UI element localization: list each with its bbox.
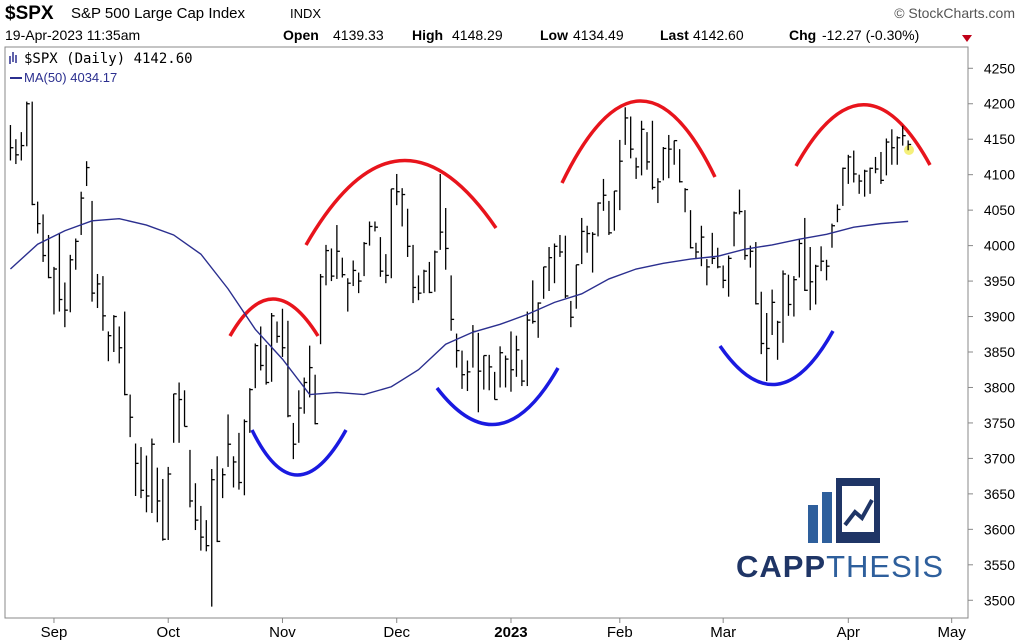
- logo-bold: CAPP: [736, 549, 826, 584]
- y-tick-label: 3950: [984, 273, 1015, 289]
- last-highlight: [904, 145, 914, 155]
- y-tick-label: 3850: [984, 344, 1015, 360]
- legend-ma: MA(50) 4034.17: [24, 70, 117, 85]
- y-tick-label: 4050: [984, 202, 1015, 218]
- x-tick-label: May: [938, 624, 967, 641]
- quote-value: 4139.33: [333, 27, 384, 43]
- quote-label: Chg: [789, 27, 816, 43]
- y-tick-label: 3800: [984, 379, 1015, 395]
- y-tick-label: 3600: [984, 521, 1015, 537]
- y-tick-label: 4200: [984, 96, 1015, 112]
- y-tick-label: 4000: [984, 238, 1015, 254]
- x-tick-label: 2023: [494, 624, 527, 641]
- legend-price: $SPX (Daily) 4142.60: [24, 51, 193, 67]
- quote-label: Low: [540, 27, 568, 43]
- down-arrow: [962, 35, 972, 42]
- source: © StockCharts.com: [894, 5, 1015, 21]
- legend: $SPX (Daily) 4142.60 MA(50) 4034.17: [9, 51, 193, 85]
- y-tick-label: 3550: [984, 557, 1015, 573]
- x-tick-label: Dec: [383, 624, 410, 641]
- symbol: $SPX: [5, 3, 54, 24]
- quote: Open 4139.33 High 4148.29 Low 4134.49 Last 4142…: [283, 27, 919, 43]
- logo-light: THESIS: [826, 549, 944, 584]
- index-name: S&P 500 Large Cap Index: [71, 5, 246, 22]
- x-tick-label: Feb: [607, 624, 633, 641]
- quote-label: High: [412, 27, 443, 43]
- ma-line: [9, 217, 909, 396]
- y-tick-label: 4150: [984, 131, 1015, 147]
- quote-value: -12.27 (-0.30%): [822, 27, 919, 43]
- quote-value: 4148.29: [452, 27, 503, 43]
- x-tick-label: Apr: [837, 624, 860, 641]
- y-tick-label: 3650: [984, 486, 1015, 502]
- y-tick-label: 3900: [984, 309, 1015, 325]
- timestamp: 19-Apr-2023 11:35am: [5, 27, 140, 43]
- y-tick-label: 4100: [984, 167, 1015, 183]
- x-tick-label: Nov: [269, 624, 296, 641]
- exchange: INDX: [290, 6, 321, 21]
- plot-frame: [4, 46, 969, 619]
- quote-value: 4134.49: [573, 27, 624, 43]
- logo: CAPPTHESIS: [736, 478, 944, 584]
- y-tick-label: 3500: [984, 592, 1015, 608]
- x-tick-label: Oct: [157, 624, 181, 641]
- x-tick-label: Mar: [710, 624, 736, 641]
- quote-value: 4142.60: [693, 27, 744, 43]
- quote-label: Last: [660, 27, 689, 43]
- y-tick-label: 3700: [984, 450, 1015, 466]
- y-tick-label: 4250: [984, 60, 1015, 76]
- annotations: [228, 99, 932, 477]
- svg-text:CAPPTHESIS: CAPPTHESIS: [736, 549, 944, 584]
- x-tick-label: Sep: [41, 624, 68, 641]
- quote-label: Open: [283, 27, 319, 43]
- y-tick-label: 3750: [984, 415, 1015, 431]
